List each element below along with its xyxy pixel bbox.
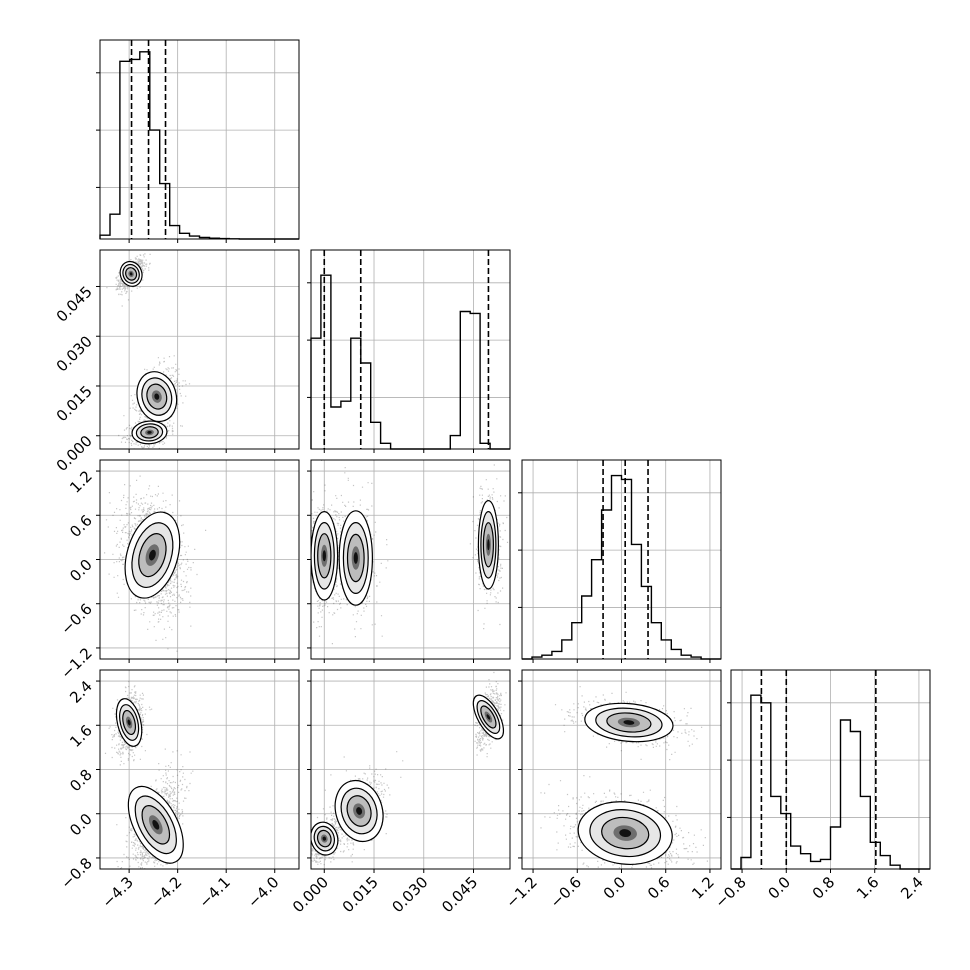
- density-peak: [487, 539, 490, 551]
- hist-frame: [730, 669, 931, 870]
- x-tick-label: 0.045: [438, 873, 481, 916]
- x-tick-label: −4.2: [147, 873, 185, 911]
- x-tick-label: 0.030: [388, 873, 431, 916]
- hist-frame: [99, 39, 300, 240]
- x-tick-label: 0.6: [644, 873, 674, 903]
- histogram-p2: [522, 474, 721, 660]
- density-peak: [322, 550, 326, 562]
- y-tick-label: 1.2: [66, 467, 96, 497]
- x-tick-label: 0.0: [765, 873, 795, 903]
- density-peak: [619, 829, 632, 838]
- density-peak: [623, 720, 635, 725]
- hist-panel-p1: [307, 249, 511, 453]
- y-tick-label: −1.2: [57, 644, 95, 682]
- density-content: [540, 686, 708, 869]
- x-tick-label: 1.6: [853, 873, 883, 903]
- density-peak: [353, 552, 358, 564]
- y-tick-label: 0.6: [66, 511, 96, 541]
- hist-frame: [310, 249, 511, 450]
- x-tick-label: −0.8: [711, 873, 749, 911]
- density-content: [106, 253, 191, 449]
- x-tick-label: 0.015: [339, 873, 382, 916]
- y-tick-label: 0.015: [53, 382, 96, 425]
- y-tick-label: 0.000: [53, 432, 96, 475]
- density-peak: [322, 836, 327, 841]
- density-content: [311, 671, 507, 866]
- y-tick-label: −0.8: [57, 854, 95, 892]
- y-tick-label: 1.6: [66, 721, 96, 751]
- x-tick-label: −4.1: [196, 873, 234, 911]
- density-peak: [129, 272, 133, 276]
- density-panel-p1-p3: 0.000 0.015 0.030 0.045: [289, 669, 511, 916]
- y-tick-label: 0.0: [66, 810, 96, 840]
- density-frame: [310, 459, 511, 660]
- density-peak: [148, 549, 156, 561]
- density-peak: [356, 807, 363, 815]
- hist-panel-p2: [518, 459, 722, 663]
- hist-frame: [521, 459, 722, 660]
- density-peak: [127, 719, 131, 726]
- density-panel-p0-p1: 0.000 0.015 0.030 0.045: [53, 249, 300, 475]
- x-tick-label: 2.4: [897, 873, 927, 903]
- y-tick-label: 0.045: [53, 283, 96, 326]
- sample-points: [104, 475, 207, 652]
- density-frame: [310, 669, 511, 870]
- x-tick-label: −1.2: [502, 873, 540, 911]
- x-tick-label: 0.8: [809, 873, 839, 903]
- density-peak: [486, 714, 491, 720]
- histogram-p0: [99, 51, 299, 240]
- x-tick-label: 0.000: [289, 873, 332, 916]
- density-frame: [99, 249, 300, 450]
- density-content: [104, 475, 207, 652]
- x-tick-label: 0.0: [600, 873, 630, 903]
- density-peak: [154, 393, 160, 400]
- hist-panel-p3: −0.8 0.0 0.8 1.6 2.4: [711, 669, 931, 912]
- density-panel-p2-p3: −1.2 −0.6 0.0 0.6 1.2: [502, 669, 722, 912]
- density-peak: [152, 819, 160, 830]
- density-content: [104, 680, 194, 869]
- x-tick-label: −4.0: [244, 873, 282, 911]
- density-panel-p1-p2: [307, 459, 511, 663]
- hist-panel-p0: [96, 39, 300, 243]
- x-tick-label: −0.6: [547, 873, 585, 911]
- density-frame: [521, 669, 722, 870]
- y-tick-label: 0.8: [66, 766, 96, 796]
- density-panel-p0-p3: −0.80.00.81.62.4−4.3 −4.2 −4.1 −4.0: [57, 669, 300, 912]
- y-tick-label: 0.030: [53, 332, 96, 375]
- x-tick-label: −4.3: [98, 873, 136, 911]
- y-tick-label: −0.6: [57, 600, 95, 638]
- density-panel-p0-p2: −1.2 −0.6 0.0 0.6 1.2: [57, 459, 300, 683]
- histogram-p1: [310, 274, 510, 450]
- y-tick-label: 0.0: [66, 556, 96, 586]
- histogram-p3: [731, 694, 930, 870]
- density-peak: [147, 430, 152, 434]
- density-frame: [99, 669, 300, 870]
- density-content: [311, 460, 509, 645]
- density-frame: [99, 459, 300, 660]
